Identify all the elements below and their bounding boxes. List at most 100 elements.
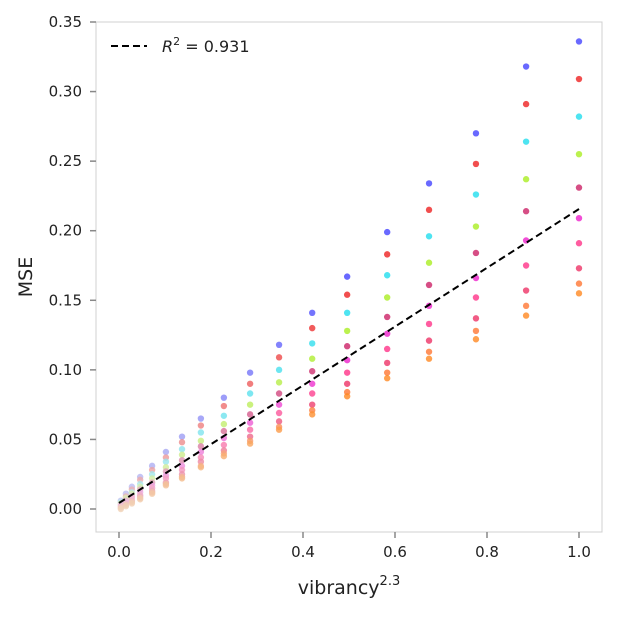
data-point	[220, 452, 228, 460]
data-point	[275, 401, 283, 408]
data-point	[472, 294, 480, 301]
data-point	[343, 393, 351, 400]
data-point	[343, 309, 351, 317]
y-tick-label: 0.15	[49, 291, 82, 309]
data-point	[575, 184, 583, 191]
data-point	[197, 415, 205, 422]
data-point	[383, 313, 391, 321]
data-point	[246, 380, 254, 387]
data-point	[522, 100, 530, 108]
data-point	[246, 419, 254, 426]
data-point	[343, 273, 351, 280]
data-point	[220, 394, 228, 401]
y-tick-label: 0.00	[49, 500, 82, 518]
data-point	[425, 337, 433, 344]
data-point	[162, 448, 170, 456]
data-point	[309, 324, 316, 332]
data-point	[309, 368, 316, 375]
data-point	[275, 418, 283, 425]
data-point	[425, 259, 433, 266]
data-point	[117, 505, 125, 513]
y-tick-label: 0.10	[49, 361, 82, 379]
data-point	[383, 330, 391, 337]
data-point	[197, 422, 205, 429]
data-point	[275, 409, 283, 417]
data-point	[309, 401, 316, 408]
data-point	[522, 176, 530, 183]
data-point	[383, 228, 391, 236]
data-point	[522, 287, 530, 294]
data-point	[575, 265, 583, 272]
data-point	[275, 426, 283, 433]
y-tick-label: 0.20	[49, 222, 82, 240]
data-point	[178, 433, 186, 440]
data-point	[425, 233, 433, 240]
data-point	[575, 240, 583, 247]
data-point	[178, 457, 186, 464]
data-point	[575, 214, 583, 222]
data-point	[425, 281, 433, 289]
data-point	[246, 390, 254, 397]
data-point	[197, 443, 205, 450]
data-point	[309, 309, 316, 317]
data-point	[575, 280, 583, 287]
data-point	[383, 345, 391, 353]
x-tick-label: 0.8	[475, 543, 499, 561]
data-point	[128, 500, 136, 507]
data-point	[148, 490, 156, 497]
y-axis: 0.00 0.05 0.10 0.15 0.20 0.25 0.30 0.35	[49, 13, 96, 518]
data-point	[309, 340, 316, 347]
data-point	[343, 343, 351, 350]
data-point	[425, 355, 433, 362]
x-tick-label: 0.0	[107, 543, 131, 561]
data-point	[425, 320, 433, 328]
data-points	[117, 38, 583, 513]
data-point	[220, 420, 228, 428]
y-tick-label: 0.25	[49, 152, 82, 170]
data-point	[309, 380, 316, 387]
x-tick-label: 0.2	[199, 543, 223, 561]
data-point	[197, 429, 205, 436]
data-point	[472, 223, 480, 230]
data-point	[343, 380, 351, 387]
data-point	[343, 369, 351, 376]
y-axis-label: MSE	[15, 257, 37, 297]
data-point	[275, 366, 283, 374]
data-point	[522, 138, 530, 145]
data-point	[575, 113, 583, 120]
data-point	[425, 348, 433, 355]
data-point	[383, 272, 391, 279]
data-point	[162, 482, 170, 489]
data-point	[246, 401, 254, 408]
x-axis: 0.0 0.2 0.4 0.6 0.8 1.0	[107, 532, 591, 561]
data-point	[220, 412, 228, 419]
data-point	[522, 312, 530, 319]
data-point	[275, 379, 283, 386]
data-point	[383, 369, 391, 376]
data-point	[275, 390, 283, 397]
data-point	[136, 496, 144, 503]
x-tick-label: 0.6	[383, 543, 407, 561]
data-point	[178, 439, 186, 446]
legend-label: R2 = 0.931	[162, 35, 250, 56]
x-axis-label: vibrancy2.3	[298, 574, 400, 599]
x-tick-label: 0.4	[291, 543, 315, 561]
data-point	[309, 355, 316, 362]
data-point	[472, 315, 480, 322]
data-point	[197, 464, 205, 471]
data-point	[309, 390, 316, 397]
data-point	[425, 180, 433, 187]
data-point	[472, 191, 480, 198]
data-point	[197, 437, 205, 445]
data-point	[472, 249, 480, 257]
legend: R2 = 0.931	[111, 35, 250, 56]
y-tick-label: 0.30	[49, 83, 82, 101]
data-point	[425, 206, 433, 214]
data-point	[246, 426, 254, 433]
data-point	[383, 359, 391, 367]
y-tick-label: 0.05	[49, 430, 82, 448]
data-point	[275, 354, 283, 361]
data-point	[178, 451, 186, 458]
data-point	[522, 302, 530, 310]
